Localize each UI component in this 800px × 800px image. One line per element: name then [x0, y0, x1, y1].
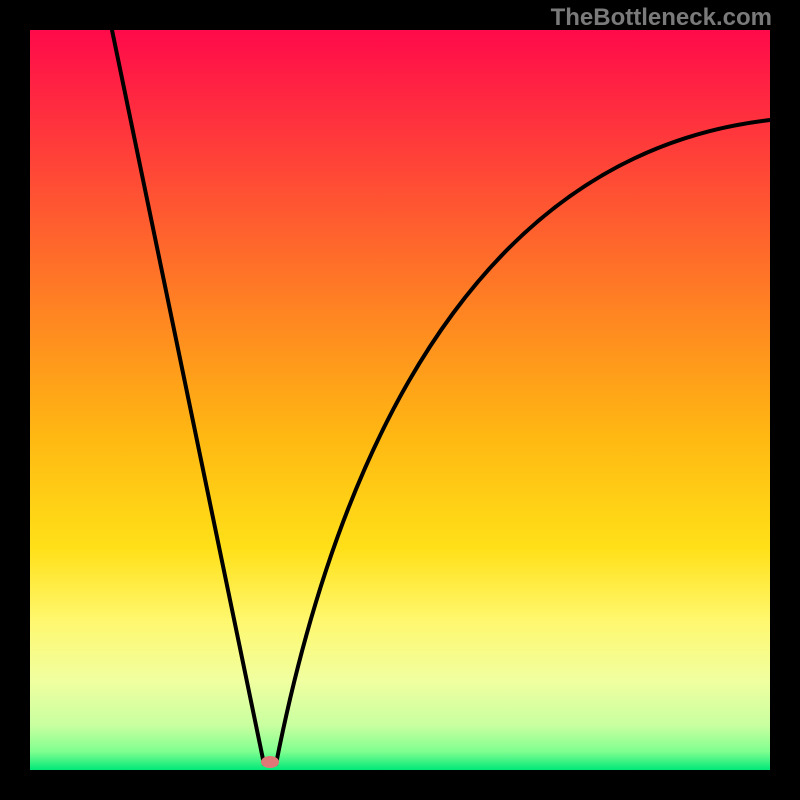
- bottleneck-curve: [112, 30, 770, 764]
- plot-area: [30, 30, 770, 770]
- optimum-marker: [261, 756, 279, 768]
- curve-layer: [30, 30, 770, 770]
- watermark-label: TheBottleneck.com: [551, 4, 772, 32]
- chart-container: TheBottleneck.com: [0, 0, 800, 800]
